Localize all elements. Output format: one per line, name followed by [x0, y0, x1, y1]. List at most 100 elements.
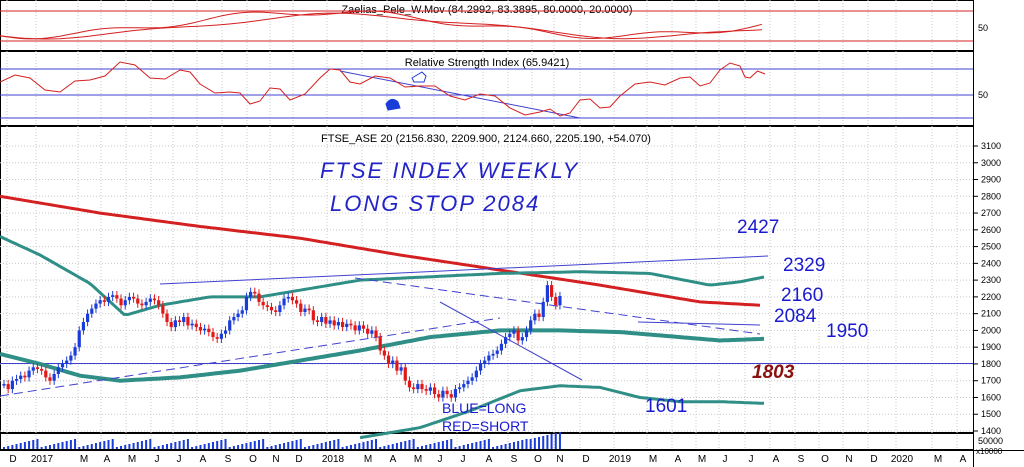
x-tick-label: J [438, 454, 443, 465]
legend-long: BLUE=LONG [442, 400, 526, 416]
volume-bar [408, 440, 411, 449]
candle-body [223, 330, 228, 334]
x-tick-label: J [723, 454, 728, 465]
rsi-panel: Relative Strength Index (65.9421) 50 [0, 57, 988, 119]
volume-bar [249, 442, 252, 449]
volume-bar [529, 439, 532, 449]
candle-body [140, 303, 144, 306]
band-lower-line [359, 384, 765, 440]
volume-bar [299, 439, 302, 449]
x-tick-label: J [749, 454, 754, 465]
volume-bar [124, 445, 127, 449]
candle-body [240, 310, 244, 314]
candle-body [286, 296, 290, 299]
y-tick-label: 1600 [981, 392, 1001, 402]
candle-body [420, 384, 424, 390]
volume-bar [120, 446, 123, 449]
candle-body [428, 387, 432, 391]
candle-body [102, 300, 106, 302]
x-tick-label: A [104, 454, 111, 465]
volume-bar [245, 443, 248, 449]
candle-body [412, 387, 416, 390]
candle-body [249, 291, 253, 297]
candle-body [399, 367, 403, 371]
candle-body [6, 384, 10, 390]
volume-bar [446, 440, 449, 449]
volume-bar [400, 442, 403, 449]
zelias-y-tick: 50 [978, 23, 988, 33]
volume-bar [354, 444, 357, 449]
candle-body [441, 390, 445, 398]
volume-bar [199, 445, 202, 449]
volume-bar [237, 445, 240, 449]
candle-body [295, 300, 299, 304]
zelias-line-1 [0, 10, 763, 40]
candle-body [27, 370, 31, 378]
x-tick-label: A [486, 454, 493, 465]
resistance-trendline-dashed [354, 277, 761, 335]
candle-body [65, 360, 69, 364]
candle-body [236, 313, 240, 317]
candle-body [69, 355, 73, 361]
candle-body [299, 303, 303, 312]
volume-bar [19, 443, 22, 449]
candle-body [382, 350, 386, 356]
label-2084: 2084 [774, 306, 817, 327]
volume-bar [379, 447, 382, 449]
volume-bar [86, 445, 89, 449]
candle-body [2, 384, 6, 386]
candle-body [228, 320, 232, 331]
candle-body [148, 298, 152, 302]
candle-body [391, 360, 395, 364]
candle-body [424, 389, 428, 391]
band-middle-line [0, 328, 765, 383]
candle-body [198, 327, 203, 331]
x-axis: D 2017 M A M J J A S O N D 2018 M A M J J A S O N D 2019 M A M J J A S… [9, 454, 966, 465]
volume-bar [161, 445, 164, 449]
candle-body [303, 308, 307, 312]
volume-bar [333, 440, 336, 449]
candle-body [186, 317, 190, 326]
x-tick-label: J [461, 454, 466, 465]
candle-body [416, 384, 420, 390]
volume-bar [94, 443, 97, 449]
ma-long-line [0, 194, 761, 307]
candle-body [558, 296, 562, 306]
zelias-panel-title: Zaelias_Pele_W.Mov (84.2992, 83.3895, 80… [341, 4, 632, 16]
y-tick-label: 1700 [981, 376, 1001, 386]
y-tick-label: 2300 [981, 275, 1001, 285]
volume-bar [220, 440, 223, 449]
candlesticks [2, 280, 562, 402]
candle-body [487, 355, 491, 361]
candle-body [207, 328, 211, 333]
volume-bar [450, 439, 453, 449]
candle-body [144, 301, 148, 306]
volume-bar [23, 442, 26, 449]
candle-body [366, 328, 370, 334]
x-tick-label: M [364, 454, 372, 465]
volume-bar [471, 443, 474, 449]
volume-bar [32, 440, 35, 449]
candle-body [90, 308, 94, 314]
candle-body [73, 347, 77, 356]
volume-bar [128, 444, 131, 449]
x-tick-label: N [272, 454, 279, 465]
candle-body [152, 298, 157, 301]
candle-body [315, 320, 320, 323]
candle-body [244, 296, 249, 311]
volume-bar [107, 440, 110, 449]
volume-bar [324, 442, 327, 449]
candle-body [44, 370, 48, 378]
volume-panel: 50000 x10000 [3, 432, 1003, 456]
volume-bar [207, 443, 210, 449]
volume-bar [312, 445, 315, 449]
volume-bar [140, 441, 143, 449]
candle-body [165, 313, 169, 323]
volume-bar [166, 444, 169, 449]
candle-body [466, 380, 470, 385]
volume-bar [15, 444, 18, 449]
volume-y-tick: 50000 [978, 436, 1003, 446]
volume-bar [320, 443, 323, 449]
volume-bar [437, 442, 440, 449]
candle-body [361, 325, 366, 329]
